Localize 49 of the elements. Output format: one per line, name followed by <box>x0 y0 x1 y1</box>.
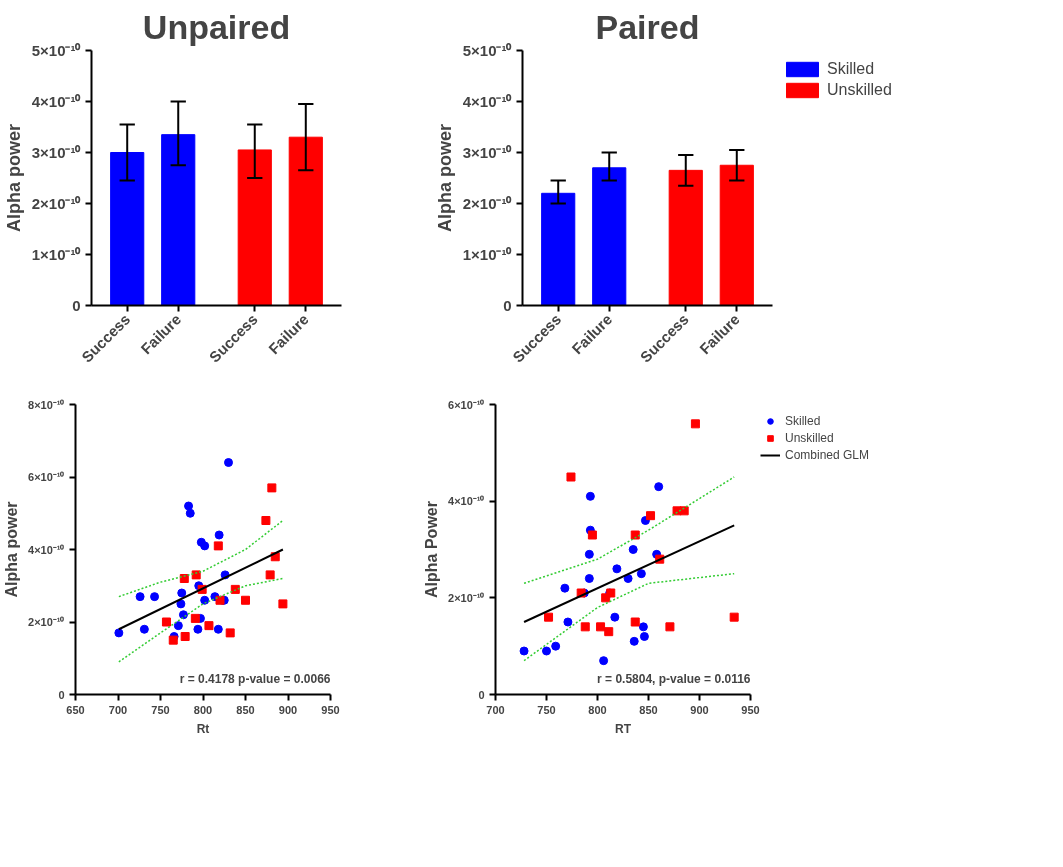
annotation: r = 0.4178 p-value = 0.0066 <box>179 671 331 686</box>
y-tick-label: 3×10⁻¹⁰ <box>462 144 513 161</box>
y-axis-title: Alpha power <box>3 123 24 232</box>
x-tick-label: 950 <box>321 703 340 716</box>
y-tick-label: 4×10⁻¹⁰ <box>31 93 82 110</box>
y-tick-label: 0 <box>478 688 485 701</box>
annotation: r = 0.5804, p-value = 0.0116 <box>597 671 751 686</box>
x-tick-label: 750 <box>151 703 170 716</box>
legend-label: Unskilled <box>827 81 892 99</box>
y-tick-label: 1×10⁻¹⁰ <box>462 246 513 263</box>
y-tick-label: 5×10⁻¹⁰ <box>462 42 513 59</box>
x-tick-label: 800 <box>588 703 607 716</box>
y-tick-label: 0 <box>58 688 65 701</box>
legend-label: Skilled <box>827 60 875 78</box>
x-tick-label: 700 <box>108 703 128 716</box>
x-axis-title: RT <box>615 721 632 736</box>
y-axis-title: Alpha Power <box>423 501 441 598</box>
x-tick-label: 900 <box>278 703 298 716</box>
y-tick-label: 2×10⁻¹⁰ <box>28 616 65 628</box>
x-tick-label: 950 <box>741 703 760 716</box>
y-tick-label: 6×10⁻¹⁰ <box>28 471 65 483</box>
x-axis-title: Rt <box>196 721 210 736</box>
y-tick-label: 0 <box>72 297 81 314</box>
x-tick-label: 700 <box>486 703 505 716</box>
y-tick-label: 6×10⁻¹⁰ <box>448 398 485 411</box>
y-tick-label: 2×10⁻¹⁰ <box>31 195 82 212</box>
x-tick-label: 650 <box>66 703 85 716</box>
y-axis-title: Alpha power <box>3 501 21 598</box>
legend-label: Skilled <box>785 414 821 428</box>
y-tick-label: 2×10⁻¹⁰ <box>448 591 485 604</box>
y-tick-label: 0 <box>503 297 512 314</box>
y-axis-title: Alpha power <box>434 123 455 232</box>
x-tick-label: 900 <box>690 703 709 716</box>
y-tick-label: 5×10⁻¹⁰ <box>31 42 82 59</box>
y-tick-label: 8×10⁻¹⁰ <box>28 398 65 411</box>
chart-title: Paired <box>595 7 700 46</box>
y-tick-label: 3×10⁻¹⁰ <box>31 144 82 161</box>
y-tick-label: 2×10⁻¹⁰ <box>462 195 513 212</box>
x-tick-label: 850 <box>639 703 658 716</box>
x-tick-label: 750 <box>537 703 556 716</box>
chart-title: Unpaired <box>142 7 291 46</box>
y-tick-label: 4×10⁻¹⁰ <box>462 93 513 110</box>
y-tick-label: 4×10⁻¹⁰ <box>28 543 65 556</box>
legend-label: Combined GLM <box>785 448 870 462</box>
x-tick-label: 800 <box>193 703 213 716</box>
legend-label: Unskilled <box>785 431 834 445</box>
y-tick-label: 1×10⁻¹⁰ <box>31 246 82 263</box>
y-tick-label: 4×10⁻¹⁰ <box>448 495 485 508</box>
x-tick-label: 850 <box>236 703 255 716</box>
